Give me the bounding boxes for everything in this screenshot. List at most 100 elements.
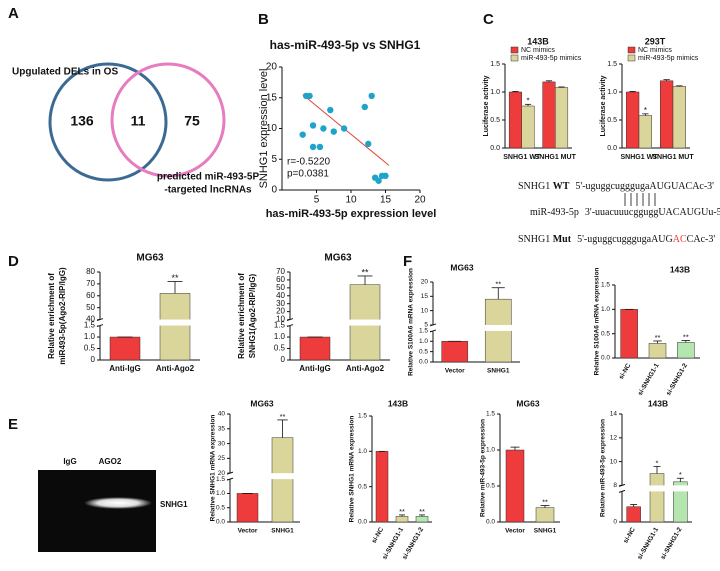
axis-break bbox=[226, 473, 300, 480]
point bbox=[368, 92, 375, 100]
significance: ** bbox=[542, 497, 548, 506]
bar bbox=[672, 86, 686, 149]
gel-image bbox=[38, 470, 156, 552]
x-tick-label: SNHG1 bbox=[487, 368, 510, 375]
y-tick-label: 1.5 bbox=[84, 321, 96, 330]
bar bbox=[626, 91, 640, 149]
venn-left-label: Upgulated DELs in OS bbox=[12, 67, 118, 78]
axis-break-mark bbox=[96, 318, 104, 322]
y-tick-label: 1.5 bbox=[274, 321, 286, 330]
x-tick-label: Vector bbox=[445, 368, 465, 375]
y-axis-label: SNHG1 expression level bbox=[258, 69, 270, 189]
legend-swatch bbox=[510, 54, 519, 62]
y-tick-label: 14 bbox=[610, 411, 618, 418]
panel-label: F bbox=[403, 253, 412, 270]
axis-break-mark bbox=[96, 324, 104, 328]
point bbox=[340, 125, 348, 132]
y-tick-label: 30 bbox=[276, 299, 285, 308]
bar bbox=[620, 309, 638, 359]
x-tick-label: si-SNHG1-2 bbox=[401, 526, 425, 561]
seq-part: 5'-uguggcugggugaAUG bbox=[577, 234, 673, 245]
bar bbox=[109, 336, 141, 361]
axis-break-mark bbox=[286, 324, 294, 328]
y-axis-label: Relative miR-493-5p expression bbox=[600, 419, 607, 517]
y-tick-label: 0 bbox=[91, 355, 96, 364]
bar bbox=[649, 473, 665, 523]
chart-title: 143B bbox=[670, 264, 690, 274]
y-tick-label: 15 bbox=[421, 293, 429, 300]
x-tick-label: si-SNHG1-1 bbox=[637, 362, 661, 397]
x-tick-label: Vector bbox=[505, 528, 525, 535]
y-tick-label: 1.5 bbox=[490, 61, 500, 68]
axis-break-mark bbox=[618, 483, 626, 487]
venn-count: 11 bbox=[131, 113, 146, 129]
x-tick-label: si-SNHG1-2 bbox=[665, 362, 689, 397]
significance: ** bbox=[399, 507, 405, 516]
y-tick-label: 0.5 bbox=[486, 483, 495, 490]
point bbox=[382, 172, 389, 180]
x-tick-label: Vector bbox=[238, 528, 258, 535]
y-tick-label: 50 bbox=[276, 283, 285, 292]
x-tick-label: SNHG1 bbox=[271, 528, 294, 535]
bar bbox=[505, 449, 525, 523]
y-tick-label: 1.0 bbox=[490, 89, 500, 96]
point bbox=[365, 140, 372, 148]
y-tick-label: 0.0 bbox=[607, 145, 617, 152]
y-tick-label: 1.5 bbox=[486, 411, 495, 418]
significance: ** bbox=[655, 333, 661, 342]
y-tick-label: 35 bbox=[218, 426, 226, 433]
y-tick-label: 0.5 bbox=[490, 117, 500, 124]
y-tick-label: 0.5 bbox=[358, 483, 367, 490]
y-axis-label: Relative S100A6 mRNA expression bbox=[594, 268, 601, 376]
x-tick-label: SNHG1 bbox=[534, 528, 557, 535]
gel-band bbox=[84, 497, 152, 509]
axis-break bbox=[618, 485, 692, 492]
y-tick-label: 0 bbox=[613, 519, 617, 526]
significance: * bbox=[526, 96, 529, 105]
y-tick-label: 1.0 bbox=[216, 490, 225, 497]
y-tick-label: 0.0 bbox=[490, 145, 500, 152]
gel-lane-label: IgG bbox=[63, 457, 76, 466]
legend-swatch bbox=[627, 46, 636, 54]
y-axis-label: miR493-5p(Ago2-RIP/IgG) bbox=[58, 267, 67, 365]
seq-part: CAc-3' bbox=[687, 234, 716, 245]
gel: IgG AGO2 SNHG1 bbox=[38, 457, 188, 552]
y-axis-label: Relative S100A6 mRNA expression bbox=[408, 268, 415, 376]
pairing-lines bbox=[624, 193, 656, 206]
y-tick-label: 80 bbox=[86, 267, 95, 276]
venn-left-circle bbox=[48, 62, 168, 182]
annotation: r=-0.5220 bbox=[287, 157, 331, 168]
y-tick-label: 1.5 bbox=[607, 61, 617, 68]
y-tick-label: 0.0 bbox=[216, 519, 225, 526]
bar bbox=[415, 516, 429, 523]
y-axis-label: Relative enrichment of bbox=[237, 273, 246, 359]
axis-break-mark bbox=[429, 329, 437, 333]
seq-tag: Mut bbox=[553, 234, 572, 245]
chart-title: has-miR-493-5p vs SNHG1 bbox=[270, 38, 421, 52]
legend-label: miR-493-5p mimics bbox=[521, 55, 582, 62]
seq-name: SNHG1 bbox=[518, 234, 550, 245]
bar bbox=[638, 115, 652, 149]
chart-title: 293T bbox=[645, 36, 666, 46]
bar bbox=[521, 105, 535, 149]
y-tick-label: 1.0 bbox=[84, 332, 96, 341]
y-tick-label: 1.0 bbox=[419, 338, 428, 345]
axis-break-mark bbox=[226, 477, 234, 481]
bar bbox=[660, 80, 674, 149]
y-tick-label: 5 bbox=[424, 322, 428, 329]
y-tick-label: 0.0 bbox=[358, 519, 367, 526]
x-tick-label: si-NC bbox=[622, 526, 637, 544]
y-tick-label: 1.0 bbox=[486, 447, 495, 454]
x-tick-label: si-SNHG1-1 bbox=[636, 526, 660, 561]
y-tick-label: 0.0 bbox=[601, 355, 610, 362]
x-tick-label: Anti-IgG bbox=[109, 364, 141, 373]
y-axis-label: SNHG1(Ago2-RIP/IgG) bbox=[248, 273, 257, 358]
x-tick-label: 20 bbox=[414, 195, 426, 206]
chart-title: 143B bbox=[527, 36, 549, 46]
gel-band-label: SNHG1 bbox=[160, 500, 188, 509]
panel-label: A bbox=[8, 5, 19, 22]
point bbox=[306, 92, 313, 100]
significance: ** bbox=[683, 332, 689, 341]
x-tick-label: SNHG1 MUT bbox=[535, 154, 577, 161]
